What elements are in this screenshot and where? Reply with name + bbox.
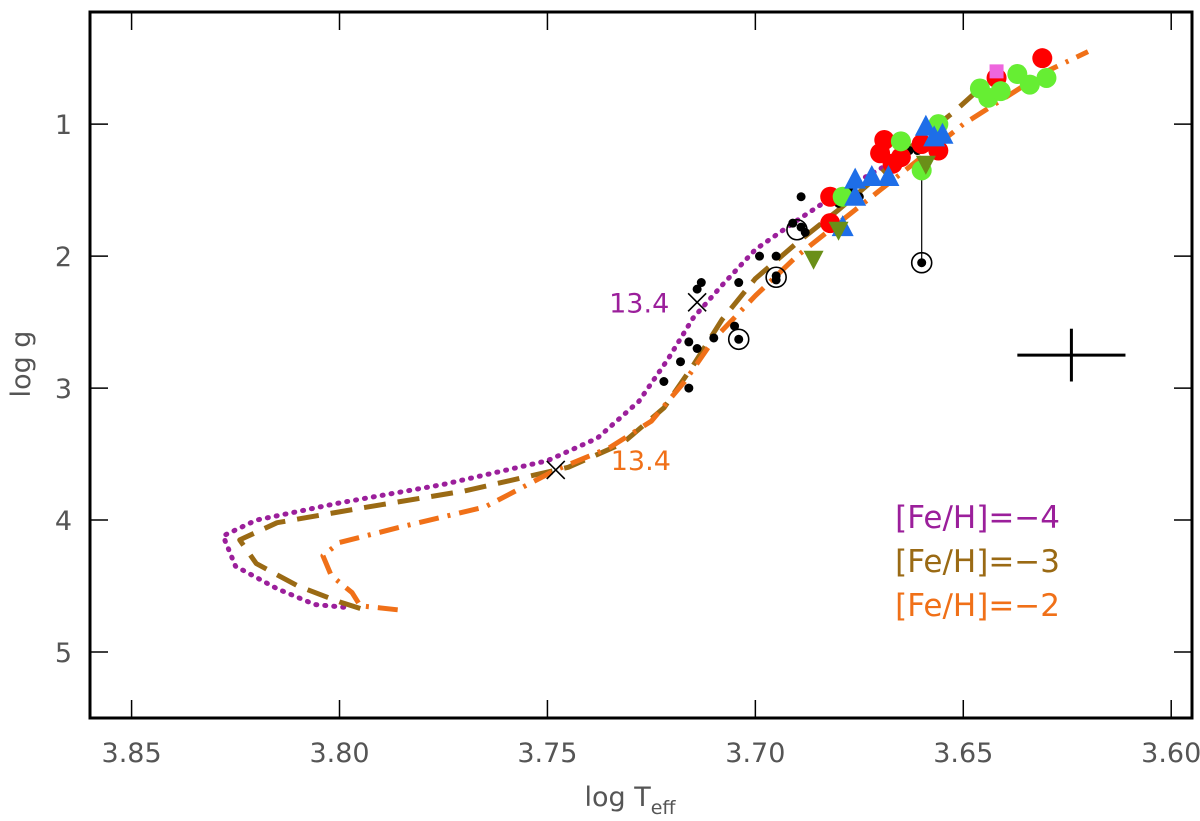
marker-circled-dots-2	[765, 266, 787, 289]
marker-green-circles-6	[1036, 67, 1057, 88]
age-label-1: 13.4	[609, 288, 669, 319]
marker-black-dots-19	[684, 383, 694, 393]
x-tick-label-3: 3.75	[517, 738, 577, 769]
isochrone-line-2	[237, 86, 982, 611]
y-tick-label-4: 4	[55, 506, 72, 537]
marker-black-dots-18	[659, 376, 669, 386]
marker-blue-triangles-6	[844, 167, 867, 189]
turnoff-x-marker-2	[546, 460, 566, 480]
marker-black-dots-17	[676, 357, 686, 367]
x-tick-label-5: 3.65	[933, 738, 993, 769]
marker-black-dots-16	[692, 344, 702, 354]
marker-olive-triangles-2	[803, 250, 824, 270]
marker-black-dots-8	[771, 275, 781, 285]
x-tick-label-4: 3.70	[725, 738, 785, 769]
x-axis-title: log Teff	[584, 782, 676, 819]
data-markers	[659, 48, 1057, 393]
marker-black-dots-14	[734, 334, 744, 344]
marker-green-circles-5	[1019, 74, 1040, 95]
y-tick-label-3: 3	[55, 374, 72, 405]
marker-black-dots-10	[696, 278, 706, 288]
marker-green-circles-8	[890, 131, 911, 152]
marker-blue-triangles-5	[860, 164, 883, 186]
legend-entry-3: [Fe/H]=−2	[895, 588, 1060, 624]
marker-black-dots-15	[684, 337, 694, 347]
marker-red-circles-1	[1032, 48, 1053, 69]
marker-green-circles-3	[990, 81, 1011, 102]
marker-olive-triangles-3	[828, 221, 849, 241]
y-tick-label-2: 2	[55, 242, 72, 273]
legend-entry-1: [Fe/H]=−4	[895, 500, 1060, 536]
x-axis-title-sub: eff	[651, 797, 677, 819]
marker-blue-triangles-1	[914, 114, 937, 136]
marker-blue-triangles-7	[844, 184, 867, 206]
x-tick-label-2: 3.80	[309, 738, 369, 769]
marker-circled-dots-1	[786, 218, 808, 241]
marker-black-dots-2	[788, 218, 798, 228]
y-tick-label-5: 5	[55, 638, 72, 669]
marker-black-dots-9	[734, 278, 744, 288]
marker-black-dots-11	[692, 284, 702, 294]
marker-black-dots-6	[755, 251, 765, 261]
marker-black-dots-26	[917, 258, 927, 268]
marker-blue-triangles-4	[877, 164, 900, 186]
x-axis-title-main: log T	[584, 782, 651, 813]
x-tick-label-6: 3.60	[1141, 738, 1200, 769]
legend-entry-2: [Fe/H]=−3	[895, 544, 1060, 580]
marker-black-dots-13	[730, 321, 740, 331]
marker-black-dots-5	[771, 251, 781, 261]
annotations: 13.4 13.4	[546, 288, 1126, 480]
marker-olive-triangles-1	[915, 155, 936, 175]
marker-circled-dots-4	[910, 251, 933, 274]
marker-black-dots-12	[709, 333, 719, 343]
y-tick-label-1: 1	[55, 110, 72, 141]
plot-frame	[88, 10, 1194, 720]
marker-blue-triangles-3	[931, 122, 954, 144]
marker-black-dots-1	[796, 192, 806, 202]
axis-ticks: 3.85 3.80 3.75 3.70 3.65 3.60 1 2 3 4 5	[55, 12, 1200, 769]
x-tick-label-1: 3.85	[102, 738, 162, 769]
marker-red-circles-7	[911, 133, 932, 154]
marker-circled-dots-3	[727, 328, 750, 351]
marker-magenta-square-1	[989, 64, 1004, 79]
y-axis-title: log g	[6, 331, 37, 398]
turnoff-x-marker-1	[687, 292, 707, 312]
age-label-2: 13.4	[611, 446, 671, 477]
legend: [Fe/H]=−4 [Fe/H]=−3 [Fe/H]=−2	[895, 500, 1060, 624]
